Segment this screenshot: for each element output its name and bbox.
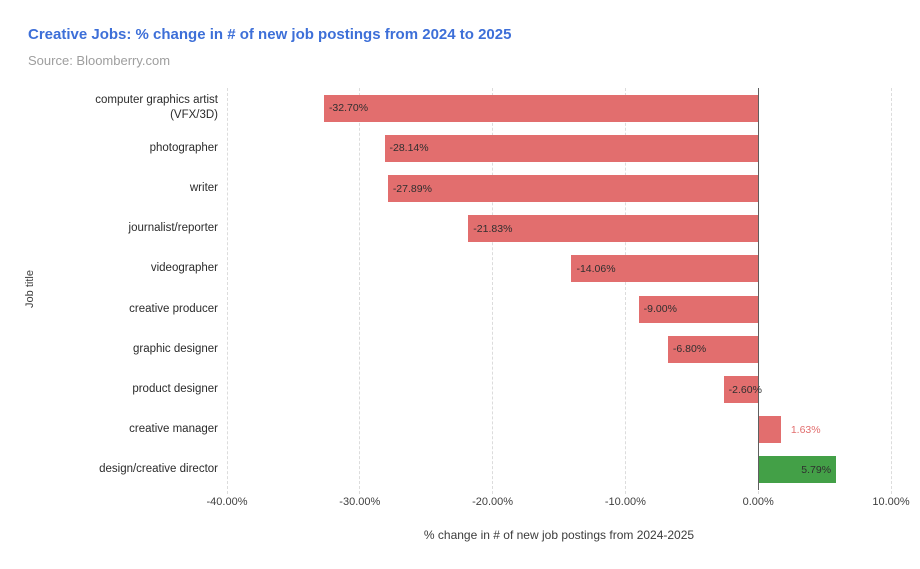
category-label: photographer <box>149 141 218 154</box>
bar: 1.63% <box>759 416 821 444</box>
chart-source: Source: Bloomberry.com <box>28 53 171 68</box>
bar-value-label: -9.00% <box>643 303 677 316</box>
x-tick-label: -40.00% <box>206 496 248 508</box>
bar: -21.83% <box>468 215 759 243</box>
gridline <box>492 88 494 494</box>
plot-area: -32.70% -28.14% -27.89% -21.83% -14.06% -9.00… <box>226 88 892 494</box>
x-tick-labels: -40.00% -30.00% -20.00% -10.00% 0.00% 10.00% <box>207 496 910 510</box>
category-label: computer graphics artist (VFX/3D) <box>95 94 218 122</box>
bar-value-label: -27.89% <box>392 182 432 195</box>
bar: 5.79% <box>759 456 837 484</box>
gridline <box>890 88 892 494</box>
bar: -14.06% <box>571 255 759 283</box>
bar: -27.89% <box>387 175 759 202</box>
bar-value-label: -21.83% <box>473 222 513 235</box>
bar: -28.14% <box>384 134 759 162</box>
bar: -6.80% <box>667 335 759 363</box>
category-label: product designer <box>132 383 218 396</box>
x-tick-label: 0.00% <box>742 496 774 508</box>
bar: -2.60% <box>723 376 762 403</box>
gridline <box>359 88 361 494</box>
y-axis-title: Job title <box>24 270 36 308</box>
bar-value-label: 1.63% <box>790 423 821 436</box>
bar-value-label: -6.80% <box>672 343 707 356</box>
category-label: creative producer <box>129 302 218 315</box>
category-label: design/creative director <box>99 463 218 476</box>
bar: -32.70% <box>323 94 759 122</box>
x-tick-label: -10.00% <box>604 496 646 508</box>
zero-baseline <box>757 88 759 490</box>
category-labels: computer graphics artist (VFX/3D) photogr… <box>78 88 218 490</box>
gridline <box>624 88 626 494</box>
bar-value-label: -32.70% <box>328 102 369 115</box>
category-label: journalist/reporter <box>128 222 218 235</box>
bar: -9.00% <box>638 295 759 323</box>
x-tick-label: -20.00% <box>472 496 514 508</box>
bar-value-label: 5.79% <box>801 463 832 476</box>
x-axis-title: % change in # of new job postings from 2… <box>423 528 695 542</box>
category-label: writer <box>189 182 218 195</box>
category-label: graphic designer <box>132 342 218 355</box>
gridline <box>226 88 228 494</box>
category-label: creative manager <box>129 423 218 436</box>
x-tick-label: -30.00% <box>339 496 381 508</box>
bar-value-label: -28.14% <box>389 142 429 155</box>
category-label: videographer <box>150 262 218 275</box>
bar-value-label: -14.06% <box>576 262 616 275</box>
chart-title: Creative Jobs: % change in # of new job … <box>28 26 512 43</box>
x-tick-label: 10.00% <box>872 496 910 508</box>
bar-value-label: -2.60% <box>728 383 762 396</box>
